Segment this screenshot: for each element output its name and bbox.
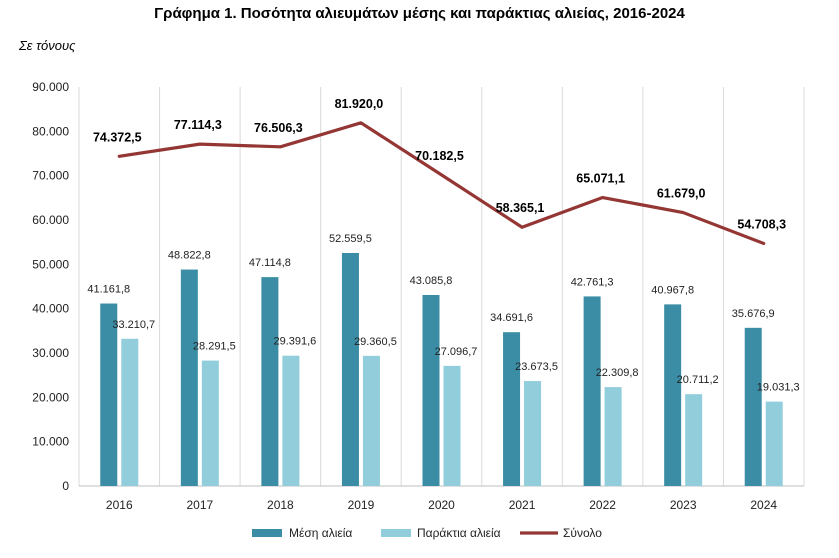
legend-swatch-mesi [252,529,282,537]
data-label-synolo: 61.679,0 [657,187,706,201]
data-label-synolo: 65.071,1 [576,172,625,186]
data-label-synolo: 54.708,3 [737,217,786,231]
chart-title: Γράφημα 1. Ποσότητα αλιευμάτων μέσης και… [154,5,685,22]
bar-paraktia-alieia [121,338,139,486]
legend-label-mesi: Μέση αλιεία [289,526,352,540]
data-label-synolo: 77.114,3 [174,118,222,132]
y-tick-label: 40.000 [32,302,69,316]
data-label-paraktia: 20.711,2 [677,374,719,386]
data-label-synolo: 74.372,5 [93,130,142,144]
bar-paraktia-alieia [685,394,703,486]
bar-mesi-alieia [261,277,279,486]
bar-paraktia-alieia [282,355,300,486]
y-tick-label: 80.000 [32,124,69,138]
bar-paraktia-alieia [524,381,542,486]
bar-label-layer: 41.161,8 33.210,7 48.822,8 28.291,5 47.114,8… [87,233,799,394]
x-tick-label: 2019 [348,498,375,512]
line-layer: 74.372,5 77.114,3 76.506,3 81.920,0 70.182,5… [93,97,786,246]
data-label-mesi: 40.967,8 [651,284,694,296]
bar-mesi-alieia [583,296,601,486]
data-label-synolo: 58.365,1 [496,201,545,215]
data-label-paraktia: 28.291,5 [193,341,236,353]
bar-layer [100,252,783,486]
x-tick-label: 2016 [106,498,133,512]
x-tick-label: 2022 [589,498,616,512]
bar-mesi-alieia [422,294,440,486]
x-tick-label: 2017 [186,498,213,512]
data-label-mesi: 34.691,6 [490,312,533,324]
y-tick-label: 10.000 [32,435,69,449]
data-label-paraktia: 22.309,8 [596,367,639,379]
data-label-mesi: 42.761,3 [571,276,614,288]
data-label-mesi: 35.676,9 [732,308,775,320]
bar-mesi-alieia [664,304,682,486]
x-tick-label: 2024 [750,498,777,512]
y-tick-label: 60.000 [32,213,69,227]
bar-mesi-alieia [100,303,118,486]
data-label-mesi: 48.822,8 [168,250,211,262]
x-tick-label: 2020 [428,498,455,512]
legend-layer: Μέση αλιεία Παράκτια αλιεία Σύνολο [252,526,602,540]
data-label-paraktia: 29.360,5 [354,336,397,348]
data-label-paraktia: 29.391,6 [273,336,316,348]
y-tick-label: 70.000 [32,169,69,183]
y-tick-label: 90.000 [32,80,69,94]
bar-paraktia-alieia [201,360,219,486]
data-label-synolo: 81.920,0 [335,97,384,111]
data-label-synolo: 76.506,3 [254,121,303,135]
data-label-mesi: 52.559,5 [329,233,372,245]
x-tick-label: 2021 [509,498,536,512]
bar-paraktia-alieia [443,365,461,486]
bar-mesi-alieia [503,332,521,486]
grid-layer [78,87,805,486]
y-tick-label: 50.000 [32,257,69,271]
bar-paraktia-alieia [362,355,380,486]
data-label-paraktia: 27.096,7 [435,346,478,358]
y-tick-label: 20.000 [32,390,69,404]
y-tick-label: 0 [62,479,69,493]
legend-label-synolo: Σύνολο [563,526,602,540]
data-label-paraktia: 19.031,3 [757,382,800,394]
series-line-synolo [117,121,766,246]
data-label-synolo: 70.182,5 [415,149,464,163]
axis-layer: 0 10.000 20.000 30.000 40.000 50.000 60.000 70.… [32,80,804,512]
data-label-mesi: 47.114,8 [249,257,291,269]
data-label-mesi: 41.161,8 [87,284,130,296]
unit-label: Σε τόνους [19,38,76,53]
bar-mesi-alieia [180,269,198,486]
data-label-mesi: 43.085,8 [410,275,453,287]
bar-mesi-alieia [341,252,359,486]
y-tick-label: 30.000 [32,346,69,360]
data-label-paraktia: 23.673,5 [515,361,558,373]
x-tick-label: 2018 [267,498,294,512]
bar-paraktia-alieia [604,387,622,486]
legend-label-paraktia: Παράκτια αλιεία [417,526,501,540]
bar-paraktia-alieia [765,401,783,486]
data-label-paraktia: 33.210,7 [112,319,155,331]
bar-mesi-alieia [744,327,762,486]
x-tick-label: 2023 [670,498,697,512]
legend-swatch-paraktia [381,529,411,537]
